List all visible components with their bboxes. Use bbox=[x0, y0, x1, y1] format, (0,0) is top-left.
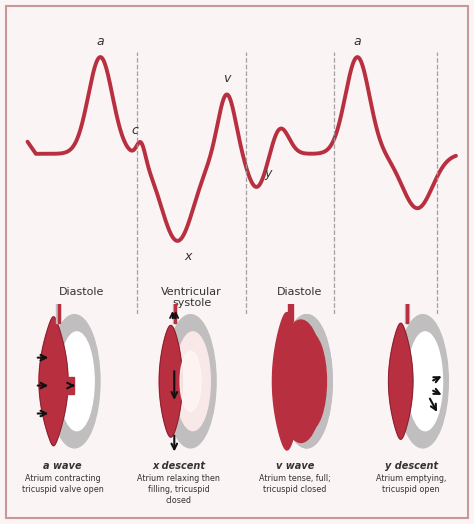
Text: Diastole: Diastole bbox=[58, 287, 104, 297]
Polygon shape bbox=[273, 312, 301, 450]
Text: x descent: x descent bbox=[153, 461, 205, 471]
Bar bbox=[56, 296, 60, 323]
Text: Atrium tense, full;
tricuspid closed: Atrium tense, full; tricuspid closed bbox=[259, 474, 331, 494]
Bar bbox=[173, 296, 176, 323]
Ellipse shape bbox=[292, 332, 327, 431]
Polygon shape bbox=[389, 323, 413, 439]
Text: Atrium relaxing then
filling, tricuspid
closed: Atrium relaxing then filling, tricuspid … bbox=[137, 474, 220, 505]
Polygon shape bbox=[66, 377, 74, 394]
Text: Atrium contracting
tricuspid valve open: Atrium contracting tricuspid valve open bbox=[22, 474, 104, 494]
Ellipse shape bbox=[279, 320, 323, 442]
Ellipse shape bbox=[59, 332, 94, 431]
Bar bbox=[174, 300, 176, 323]
Bar bbox=[58, 300, 60, 323]
Bar bbox=[288, 282, 293, 321]
Ellipse shape bbox=[397, 314, 448, 448]
Text: c: c bbox=[131, 124, 138, 137]
Text: Atrium emptying,
tricuspid open: Atrium emptying, tricuspid open bbox=[376, 474, 447, 494]
Text: v wave: v wave bbox=[276, 461, 314, 471]
Bar bbox=[406, 300, 409, 323]
Ellipse shape bbox=[175, 332, 210, 431]
Text: y descent: y descent bbox=[384, 461, 438, 471]
Text: x: x bbox=[184, 250, 191, 263]
Text: y: y bbox=[264, 167, 272, 180]
Ellipse shape bbox=[288, 280, 293, 285]
Ellipse shape bbox=[408, 332, 443, 431]
Text: Ventricular
systole: Ventricular systole bbox=[161, 287, 222, 309]
Ellipse shape bbox=[165, 314, 216, 448]
Bar bbox=[405, 296, 409, 323]
Text: a: a bbox=[354, 35, 361, 48]
Text: v: v bbox=[223, 72, 230, 85]
Text: a wave: a wave bbox=[44, 461, 82, 471]
Ellipse shape bbox=[49, 314, 100, 448]
Text: a: a bbox=[97, 35, 104, 48]
Ellipse shape bbox=[281, 314, 332, 448]
Ellipse shape bbox=[180, 351, 201, 411]
Ellipse shape bbox=[281, 314, 332, 448]
Text: Diastole: Diastole bbox=[277, 287, 322, 297]
Polygon shape bbox=[159, 325, 182, 437]
Polygon shape bbox=[39, 317, 68, 446]
